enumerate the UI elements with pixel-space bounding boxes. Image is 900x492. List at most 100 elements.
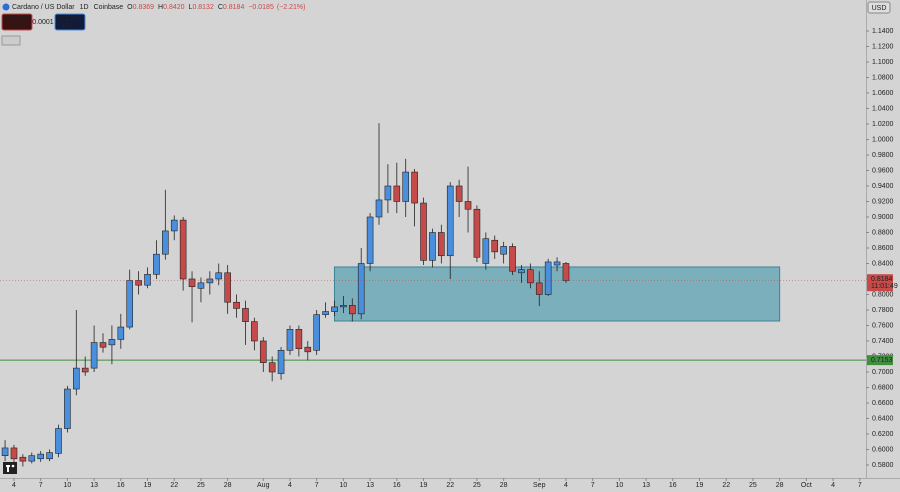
x-tick-label: 16	[117, 482, 125, 489]
x-tick-label: Aug	[257, 482, 270, 489]
y-tick-label: 0.9000	[872, 214, 894, 221]
x-tick-label: 7	[315, 482, 319, 489]
candle-body	[357, 263, 365, 315]
y-tick-label: 1.0000	[872, 136, 894, 143]
y-tick-label: 0.7400	[872, 338, 894, 345]
price-tag-label: 0.7153	[871, 357, 893, 364]
candle-body	[473, 208, 481, 258]
x-tick-label: 25	[473, 482, 481, 489]
y-tick-label: 0.5800	[872, 462, 894, 469]
candle-body	[509, 246, 516, 272]
candle-body	[438, 232, 445, 257]
x-tick-label: 25	[197, 482, 205, 489]
y-tick-label: 0.6000	[872, 446, 894, 453]
x-tick-label: 13	[90, 482, 98, 489]
candle-body	[251, 321, 258, 342]
ohlc-value: 0.8420	[163, 4, 185, 11]
x-tick-label: 10	[339, 482, 347, 489]
candle-body	[90, 342, 98, 369]
y-tick-label: 0.8000	[872, 291, 894, 298]
currency-button[interactable]	[867, 1, 891, 14]
buy-price: 0.8184	[59, 16, 81, 23]
buy-button[interactable]	[54, 13, 86, 31]
x-tick-label: 4	[288, 482, 292, 489]
candle-body	[153, 253, 160, 275]
ohlc-value: 0.8369	[133, 4, 155, 11]
candle-body	[429, 232, 436, 261]
y-tick-label: 0.7800	[872, 307, 894, 314]
x-tick-label: Sep	[533, 482, 546, 489]
x-tick-label: 22	[722, 482, 730, 489]
y-tick-label: 0.7600	[872, 322, 894, 329]
x-tick-label: 4	[12, 482, 16, 489]
y-tick-label: 0.9400	[872, 183, 894, 190]
candle-body	[1, 447, 9, 456]
x-tick-label: 16	[669, 482, 677, 489]
candle-body	[518, 269, 525, 274]
x-tick-label: 19	[420, 482, 428, 489]
y-tick-label: 1.1400	[872, 28, 894, 35]
candle-body	[28, 455, 36, 462]
candle-body	[375, 199, 383, 218]
candle-body	[340, 305, 347, 308]
candle-body	[348, 305, 356, 315]
sell-button[interactable]	[1, 13, 33, 31]
x-tick-label: 10	[63, 482, 71, 489]
x-tick-label: Oct	[801, 482, 812, 489]
candle-body	[313, 314, 320, 351]
x-tick-label: 25	[749, 482, 757, 489]
candle-body	[224, 272, 231, 303]
candle-body	[197, 282, 205, 289]
candle-body	[562, 263, 570, 281]
y-tick-label: 1.1000	[872, 59, 894, 66]
candle-body	[411, 171, 418, 204]
candle-body	[295, 329, 303, 350]
y-tick-label: 1.0800	[872, 74, 894, 81]
candle-body	[179, 219, 187, 280]
candle-body	[144, 274, 151, 286]
y-tick-label: 0.9200	[872, 198, 894, 205]
chart-header: Cardano / US Dollar 1D Coinbase O0.8369 H0.8…	[12, 4, 305, 11]
x-tick-label: 22	[170, 482, 178, 489]
y-tick-label: 0.7000	[872, 369, 894, 376]
candle-body	[500, 246, 507, 255]
x-tick-label: 13	[366, 482, 374, 489]
symbol-title: Cardano / US Dollar	[12, 4, 75, 11]
x-tick-label: 7	[858, 482, 862, 489]
spread: 0.0001	[32, 19, 54, 26]
candle-body	[286, 329, 294, 351]
collapse-button[interactable]	[1, 35, 21, 46]
y-tick-label: 0.9600	[872, 167, 894, 174]
candle-body	[108, 339, 116, 346]
change-pct: (−2.21%)	[277, 4, 306, 11]
x-tick-label: 7	[39, 482, 43, 489]
candle-body	[455, 185, 463, 202]
candle-body	[268, 362, 276, 373]
coin-icon	[2, 3, 10, 11]
x-tick-label: 22	[446, 482, 454, 489]
buy-label: BUY	[63, 23, 78, 30]
candle-body	[162, 230, 169, 255]
x-tick-label: 4	[831, 482, 835, 489]
candle-body	[19, 456, 27, 462]
ohlc-letter: C	[218, 4, 223, 11]
y-tick-label: 0.6200	[872, 431, 894, 438]
y-tick-label: 0.8800	[872, 229, 894, 236]
x-tick-label: 10	[615, 482, 623, 489]
candle-body	[10, 447, 18, 460]
logo-part	[7, 465, 9, 472]
y-tick-label: 0.8600	[872, 245, 894, 252]
price-tag-label: 0.8184	[871, 276, 893, 283]
candle-body	[46, 452, 53, 460]
candle-body	[215, 272, 223, 280]
y-tick-label: 1.0400	[872, 105, 894, 112]
ohlc-value: 0.8132	[192, 4, 214, 11]
candle-body	[64, 388, 71, 429]
candle-body	[277, 349, 285, 374]
candle-body	[322, 311, 329, 315]
tradingview-logo	[3, 462, 17, 474]
candle-body	[126, 280, 134, 328]
candle-body	[482, 238, 490, 264]
